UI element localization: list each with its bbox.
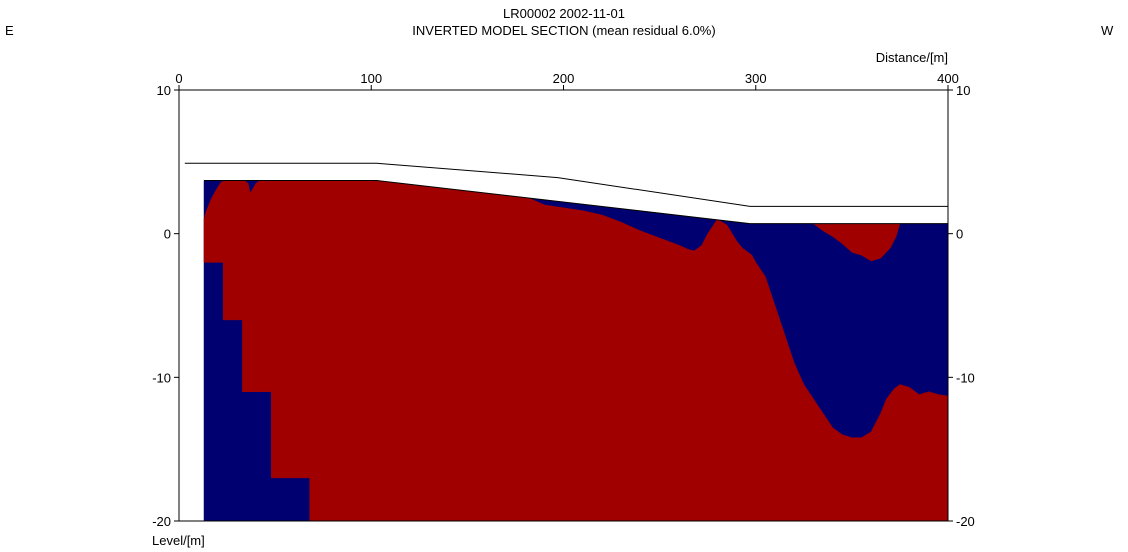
right-direction-label: W [1101, 23, 1114, 38]
surface-line [184, 162, 948, 207]
y-tick-label-left: -20 [152, 514, 171, 529]
y-tick-label-right: -20 [956, 514, 975, 529]
y-axis-label: Level/[m] [152, 533, 205, 548]
x-tick-label: 0 [175, 71, 182, 86]
x-axis-label: Distance/[m] [876, 50, 948, 65]
y-tick-label-right: 10 [956, 83, 970, 98]
x-tick-label: 300 [745, 71, 767, 86]
y-tick-label-left: 10 [157, 83, 171, 98]
x-tick-label: 400 [937, 71, 959, 86]
y-tick-label-left: 0 [164, 227, 171, 242]
left-direction-label: E [5, 23, 14, 38]
model-regions [179, 90, 949, 522]
y-tick-label-right: 0 [956, 227, 963, 242]
x-tick-label: 200 [553, 71, 575, 86]
y-tick-label-left: -10 [152, 370, 171, 385]
chart-subtitle: INVERTED MODEL SECTION (mean residual 6.… [412, 23, 716, 38]
high-zone-region-2 [812, 223, 901, 262]
model-top-line [204, 180, 948, 225]
y-tick-label-right: -10 [956, 370, 975, 385]
model-top-mask [179, 90, 948, 224]
model-lines [184, 162, 948, 225]
chart-title: LR00002 2002-11-01 [503, 6, 625, 21]
x-tick-label: 100 [360, 71, 382, 86]
